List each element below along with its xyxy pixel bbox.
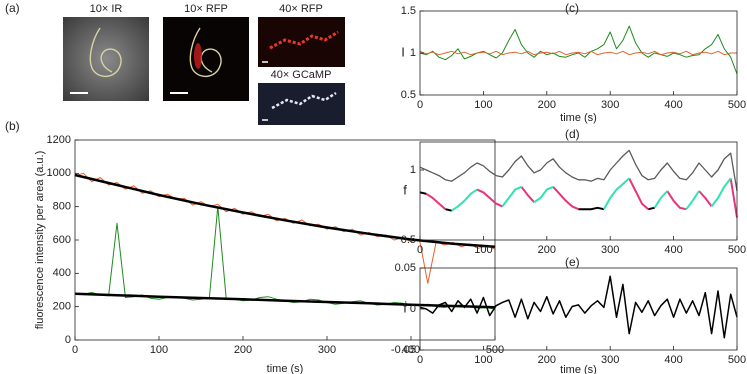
- x-tick-label: 0: [72, 344, 78, 356]
- x-tick-label: 400: [664, 354, 682, 366]
- y-tick-label: 0: [65, 334, 71, 346]
- data-line: [419, 50, 737, 56]
- image-rfp: [163, 17, 249, 101]
- axes-frame: [419, 267, 738, 351]
- data-line: [425, 177, 738, 218]
- data-line: [419, 191, 655, 212]
- image-ir: [63, 17, 149, 101]
- x-tick-label: 100: [474, 244, 492, 256]
- y-tick-label: -0.05: [391, 344, 416, 356]
- y-tick-label: 1200: [47, 134, 71, 146]
- y-tick-label: 0.05: [395, 262, 416, 274]
- x-axis-label: time (s): [560, 112, 597, 124]
- x-tick-label: 100: [474, 99, 492, 111]
- x-tick-label: 300: [601, 99, 619, 111]
- y-tick-label: 400: [53, 267, 71, 279]
- y-tick-label: 0: [410, 303, 416, 315]
- x-tick-label: 200: [538, 99, 556, 111]
- y-tick-label: 0.5: [401, 234, 416, 246]
- y-tick-label: 1.5: [401, 5, 416, 17]
- x-tick-label: 200: [538, 354, 556, 366]
- data-line: [74, 173, 496, 248]
- axes-frame: [419, 141, 738, 241]
- x-tick-label: 400: [402, 344, 420, 356]
- data-line: [74, 292, 496, 309]
- x-tick-label: 500: [728, 244, 746, 256]
- x-tick-label: 0: [417, 99, 423, 111]
- x-axis-label: time (s): [267, 363, 304, 374]
- image-gcamp: [258, 83, 345, 125]
- panel-label: (a): [5, 1, 20, 15]
- x-axis-label: time (s): [560, 364, 597, 374]
- y-tick-label: 0.5: [401, 89, 416, 101]
- data-line: [419, 25, 738, 75]
- x-tick-label: 200: [234, 344, 252, 356]
- y-tick-label: 200: [53, 301, 71, 313]
- image-40x-rfp: [258, 17, 345, 67]
- panel-label: (e): [565, 255, 580, 269]
- panel-label: (c): [565, 1, 579, 15]
- x-tick-label: 0: [417, 354, 423, 366]
- data-line: [74, 206, 496, 310]
- y-tick-label: 600: [53, 234, 71, 246]
- x-tick-label: 300: [601, 354, 619, 366]
- y-axis-label: ḟ: [403, 300, 407, 315]
- y-tick-label: 1000: [47, 167, 71, 179]
- x-tick-label: 300: [318, 344, 336, 356]
- x-tick-label: 500: [728, 99, 746, 111]
- image-title: 10× RFP: [184, 3, 228, 15]
- x-tick-label: 300: [601, 244, 619, 256]
- y-axis-label: I: [401, 44, 405, 59]
- data-line: [451, 177, 732, 212]
- panel-label: (b): [5, 119, 20, 133]
- x-tick-label: 400: [664, 99, 682, 111]
- panel-label: (d): [565, 127, 580, 141]
- data-line: [419, 149, 738, 192]
- y-axis-label: fluorescence intensity per area (a.u.): [34, 151, 46, 330]
- x-tick-label: 0: [417, 244, 423, 256]
- y-axis-label: f: [403, 182, 407, 197]
- x-tick-label: 500: [728, 354, 746, 366]
- image-title: 40× RFP: [279, 3, 323, 15]
- y-tick-label: 1: [410, 47, 416, 59]
- y-tick-label: 1: [410, 164, 416, 176]
- data-line: [419, 275, 738, 339]
- x-tick-label: 400: [664, 244, 682, 256]
- image-title: 40× GCaMP: [271, 69, 332, 81]
- y-tick-label: 800: [53, 201, 71, 213]
- image-title: 10× IR: [90, 3, 123, 15]
- x-tick-label: 100: [474, 354, 492, 366]
- x-tick-label: 200: [538, 244, 556, 256]
- x-tick-label: 100: [150, 344, 168, 356]
